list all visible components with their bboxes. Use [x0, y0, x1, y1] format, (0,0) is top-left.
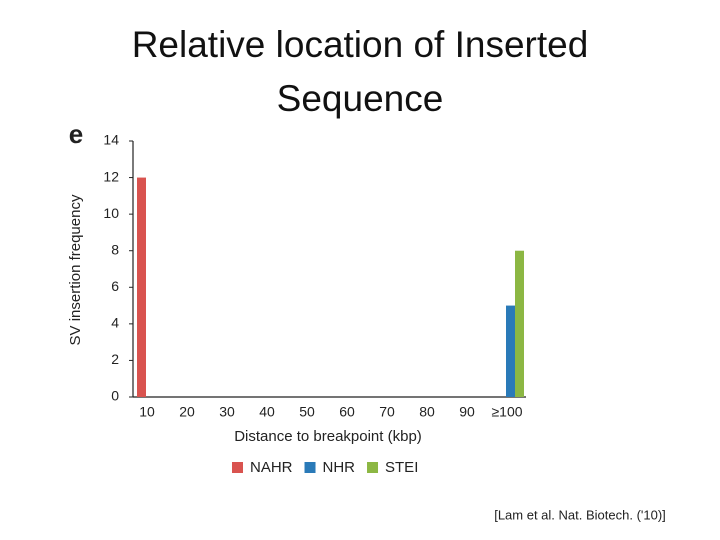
- y-axis-label: SV insertion frequency: [67, 194, 84, 345]
- x-tick-label: 80: [419, 404, 435, 420]
- y-tick-label: 8: [111, 241, 119, 257]
- slide-title: Relative location of Inserted Sequence: [131, 24, 589, 119]
- legend-swatch: [232, 462, 243, 473]
- x-tick-label: 40: [259, 404, 275, 420]
- legend-label: STEI: [385, 459, 418, 476]
- x-tick-label: 60: [339, 404, 355, 420]
- y-tick-label: 4: [111, 315, 119, 331]
- y-tick-label: 12: [103, 168, 119, 184]
- y-tick-label: 14: [103, 132, 119, 148]
- bar: [515, 250, 524, 397]
- bar: [137, 177, 146, 397]
- x-tick-label: ≥100: [491, 404, 522, 420]
- legend-swatch: [304, 462, 316, 473]
- y-tick-label: 6: [111, 278, 119, 294]
- x-axis-label: Distance to breakpoint (kbp): [234, 428, 422, 445]
- y-tick-label: 10: [103, 205, 119, 221]
- legend-label: NHR: [323, 459, 356, 476]
- panel-label: e: [69, 119, 83, 149]
- x-tick-label: 20: [179, 404, 195, 420]
- y-tick-label: 0: [111, 388, 119, 404]
- source: [Lam et al. Nat. Biotech. ('10)]: [494, 507, 666, 522]
- bar: [506, 305, 515, 397]
- x-tick-label: 90: [459, 404, 475, 420]
- x-tick-label: 10: [139, 404, 155, 420]
- legend-swatch: [367, 462, 379, 473]
- legend-label: NAHR: [250, 459, 293, 476]
- x-tick-label: 50: [299, 404, 315, 420]
- x-tick-label: 70: [379, 404, 395, 420]
- y-tick-label: 2: [111, 351, 119, 367]
- x-tick-label: 30: [219, 404, 235, 420]
